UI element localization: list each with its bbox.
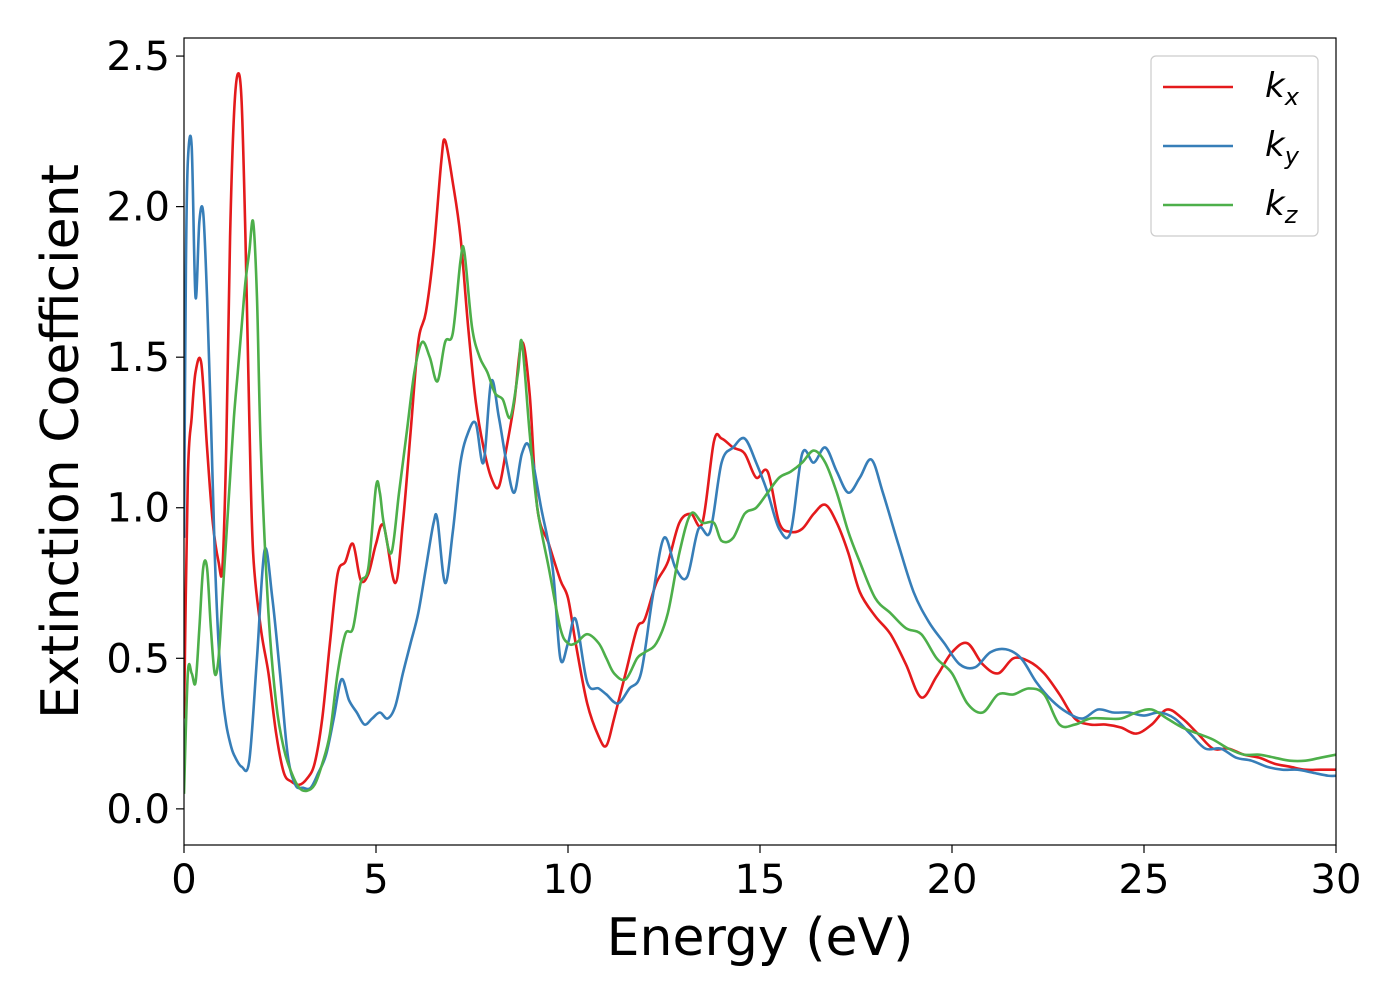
y-axis-ticks: 0.0 0.5 1.0 1.5 2.0 2.5 <box>106 34 184 833</box>
x-tick-label: 30 <box>1311 857 1362 903</box>
y-axis-label: Extinction Coefficient <box>31 164 91 719</box>
y-tick-label: 1.5 <box>106 335 170 381</box>
x-tick-label: 15 <box>735 857 786 903</box>
x-tick-label: 10 <box>543 857 594 903</box>
x-axis-label: Energy (eV) <box>607 908 914 968</box>
y-tick-label: 2.0 <box>106 185 170 231</box>
legend-label-kz: kz <box>1265 184 1299 229</box>
y-tick-label: 2.5 <box>106 34 170 80</box>
x-tick-label: 20 <box>927 857 978 903</box>
legend-box <box>1150 55 1319 237</box>
x-tick-label: 5 <box>363 857 388 903</box>
y-tick-label: 0.5 <box>106 636 170 682</box>
legend-label-ky: ky <box>1265 125 1300 170</box>
y-tick-label: 0.0 <box>106 787 170 833</box>
y-tick-label: 1.0 <box>106 486 170 532</box>
series-line-kz <box>184 219 1336 794</box>
x-tick-label: 25 <box>1119 857 1170 903</box>
series-line-kx <box>184 72 1336 787</box>
legend: kx ky kz <box>1150 55 1319 237</box>
legend-label-kx: kx <box>1265 66 1300 111</box>
x-tick-label: 0 <box>171 857 196 903</box>
x-axis-ticks: 0 5 10 15 20 25 30 <box>171 845 1361 903</box>
series-layer <box>184 72 1336 794</box>
